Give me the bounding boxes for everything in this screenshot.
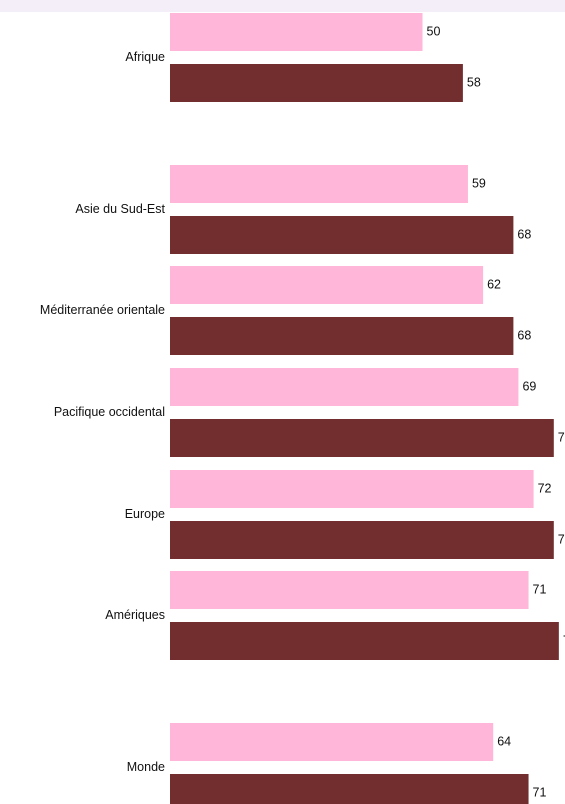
top-band <box>0 0 565 12</box>
category-label-pacifique-occidental: Pacifique occidental <box>54 405 165 419</box>
bar-asie-du-sud-est-series-1 <box>170 165 468 203</box>
value-label-europe-series-1: 72 <box>538 481 552 495</box>
value-label-mediterranee-orientale-series-1: 62 <box>487 277 501 291</box>
category-label-mediterranee-orientale: Méditerranée orientale <box>40 303 165 317</box>
bar-monde-series-2 <box>170 774 529 804</box>
bar-pacifique-occidental-series-1 <box>170 368 519 406</box>
bar-europe-series-2 <box>170 521 554 559</box>
value-label-pacifique-occidental-series-1: 69 <box>522 379 536 393</box>
value-label-afrique-series-1: 50 <box>427 24 441 38</box>
value-label-mediterranee-orientale-series-2: 68 <box>517 328 531 342</box>
value-label-europe-series-2: 76 <box>558 532 565 546</box>
bar-ameriques-series-1 <box>170 571 529 609</box>
category-label-afrique: Afrique <box>125 50 165 64</box>
value-label-ameriques-series-1: 71 <box>533 582 547 596</box>
value-label-ameriques-series-2: 77 <box>563 633 565 647</box>
value-label-pacifique-occidental-series-2: 76 <box>558 430 565 444</box>
value-label-asie-du-sud-est-series-2: 68 <box>517 227 531 241</box>
category-label-ameriques: Amériques <box>105 608 165 622</box>
bar-pacifique-occidental-series-2 <box>170 419 554 457</box>
bar-ameriques-series-2 <box>170 622 559 660</box>
bar-mediterranee-orientale-series-1 <box>170 266 484 304</box>
value-label-asie-du-sud-est-series-1: 59 <box>472 176 486 190</box>
value-label-monde-series-2: 71 <box>533 785 547 799</box>
bar-mediterranee-orientale-series-2 <box>170 317 514 355</box>
value-label-monde-series-1: 64 <box>497 734 511 748</box>
bar-afrique-series-2 <box>170 64 463 102</box>
category-label-monde: Monde <box>127 760 165 774</box>
bar-europe-series-1 <box>170 470 534 508</box>
category-label-asie-du-sud-est: Asie du Sud-Est <box>75 202 165 216</box>
bar-afrique-series-1 <box>170 13 423 51</box>
value-label-afrique-series-2: 58 <box>467 75 481 89</box>
bar-asie-du-sud-est-series-2 <box>170 216 514 254</box>
bar-monde-series-1 <box>170 723 494 761</box>
category-label-europe: Europe <box>125 507 165 521</box>
